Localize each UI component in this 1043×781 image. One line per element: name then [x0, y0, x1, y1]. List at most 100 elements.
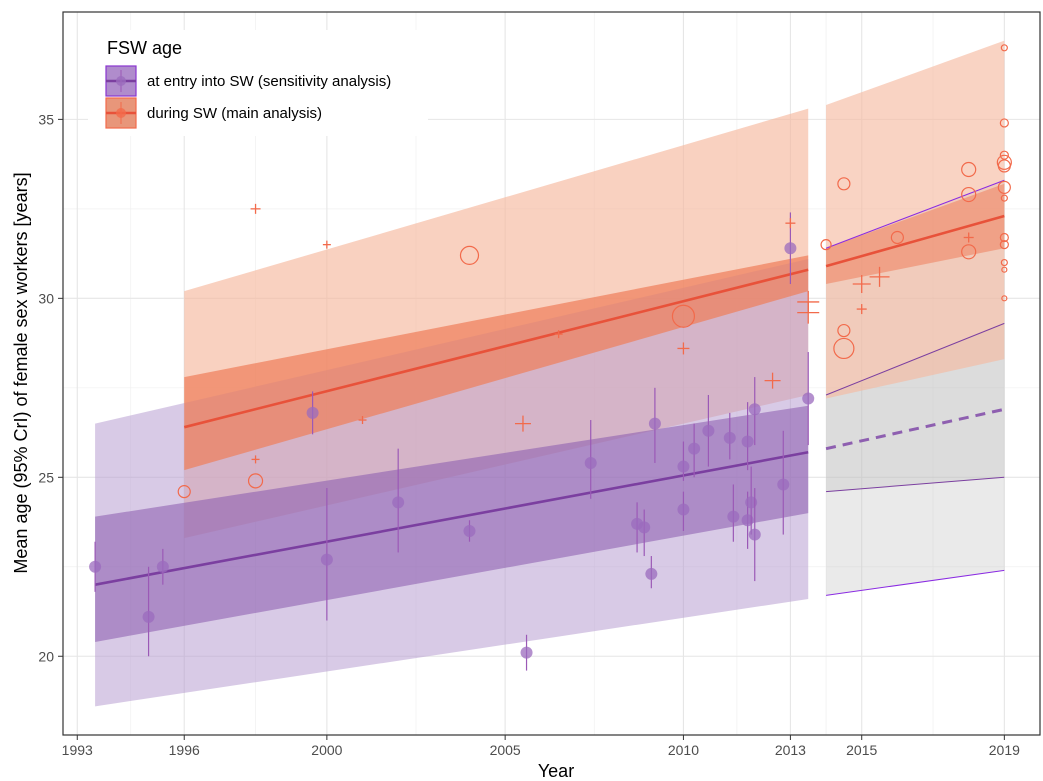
y-tick-label: 35 — [38, 111, 54, 127]
point-during-circle — [996, 154, 1012, 170]
point-during-circle — [1000, 258, 1008, 267]
point-entry — [142, 610, 155, 623]
projection-line-during — [825, 214, 1005, 268]
point-during-circle — [961, 186, 977, 203]
point-during-circle — [997, 159, 1011, 173]
legend-box — [88, 30, 428, 136]
point-during-circle — [837, 323, 851, 338]
point-during-plus — [764, 372, 781, 389]
point-entry — [392, 496, 405, 509]
legend-title: FSW age — [107, 38, 182, 58]
fit-line-during — [183, 268, 809, 429]
legend-label-entry: at entry into SW (sensitivity analysis) — [147, 73, 391, 90]
point-during-circle — [459, 245, 480, 265]
point-during-circle — [997, 180, 1011, 194]
point-entry — [748, 528, 761, 541]
point-entry — [584, 456, 597, 469]
projection-ci50-lower-entry — [826, 476, 1005, 493]
point-during-circle — [671, 304, 696, 328]
point-during-plus — [852, 275, 871, 294]
point-during-circle — [837, 177, 851, 191]
projection-ci50-upper-entry — [825, 322, 1005, 396]
point-during-circle — [999, 118, 1009, 128]
point-entry — [320, 553, 333, 566]
point-entry — [741, 435, 754, 448]
x-tick-label: 2010 — [668, 742, 699, 758]
point-entry — [727, 510, 740, 523]
x-tick-label: 2005 — [490, 742, 521, 758]
x-tick-label: 1996 — [169, 742, 200, 758]
point-entry — [520, 646, 533, 659]
point-entry — [741, 514, 754, 527]
point-entry — [677, 503, 690, 516]
plot-border — [62, 11, 1041, 736]
x-tick-label: 2015 — [846, 742, 877, 758]
point-during-plus — [358, 416, 367, 425]
point-entry — [784, 242, 797, 255]
point-during-circle — [247, 473, 264, 489]
point-entry — [638, 521, 651, 534]
legend: FSW age at entry into SW (sensitivity an… — [88, 30, 428, 136]
point-during-circle — [890, 230, 904, 245]
point-during-plus — [856, 304, 867, 315]
y-tick-label: 25 — [38, 469, 54, 485]
legend-key-entry-point — [116, 76, 126, 86]
point-during-circle — [820, 239, 832, 251]
y-tick-label: 20 — [38, 648, 54, 664]
point-during-plus — [250, 203, 261, 214]
point-entry — [645, 567, 658, 580]
point-during-circle — [961, 161, 977, 178]
x-axis: 1993 1996 2000 2005 2010 2013 2015 2019 — [62, 735, 1020, 758]
point-entry — [702, 424, 715, 437]
point-during-plus — [322, 240, 331, 249]
point-entry — [89, 560, 102, 573]
x-tick-label: 2013 — [775, 742, 806, 758]
data-points — [89, 44, 1012, 671]
point-entry — [306, 406, 319, 419]
point-entry — [723, 431, 736, 444]
y-tick-label: 30 — [38, 290, 54, 306]
point-entry — [688, 442, 701, 455]
point-during-circle — [177, 485, 191, 499]
x-tick-label: 2000 — [311, 742, 342, 758]
point-entry — [156, 560, 169, 573]
point-during-plus — [963, 232, 974, 243]
point-during-circle — [961, 244, 977, 260]
point-during-plus — [797, 301, 820, 324]
point-entry — [745, 496, 758, 509]
point-during-circle — [999, 150, 1009, 160]
point-during-plus — [869, 266, 890, 287]
point-during-circle — [1001, 266, 1008, 273]
point-entry — [463, 524, 476, 537]
point-entry — [748, 403, 761, 416]
y-axis-title: Mean age (95% CrI) of female sex workers… — [11, 172, 31, 573]
point-entry — [677, 460, 690, 473]
point-during-circle — [999, 232, 1009, 243]
point-during-plus — [785, 218, 796, 229]
projection-line-entry — [825, 407, 1005, 451]
point-during-circle — [833, 337, 855, 360]
point-during-plus — [554, 330, 563, 339]
legend-label-during: during SW (main analysis) — [147, 105, 322, 122]
point-during-plus — [514, 415, 531, 432]
fit-line-entry — [94, 450, 809, 586]
y-axis: 20 25 30 35 — [38, 111, 63, 664]
point-entry — [648, 417, 661, 430]
x-tick-label: 2019 — [989, 742, 1020, 758]
projection-ci50-during — [826, 183, 1005, 285]
point-during-circle — [999, 240, 1009, 250]
point-during-circle — [1000, 194, 1008, 202]
point-during-circle — [1000, 44, 1008, 52]
point-during-plus — [677, 342, 690, 355]
x-axis-title: Year — [538, 761, 574, 781]
band-ci50-entry — [95, 405, 809, 642]
point-entry — [777, 478, 790, 491]
x-tick-label: 1993 — [62, 742, 93, 758]
point-during-plus — [251, 455, 260, 464]
fit-lines — [94, 179, 1005, 596]
projection-ci95-lower-entry — [825, 569, 1005, 596]
legend-key-during-point — [116, 108, 126, 118]
point-during-circle — [1001, 295, 1008, 302]
point-entry — [802, 392, 815, 405]
